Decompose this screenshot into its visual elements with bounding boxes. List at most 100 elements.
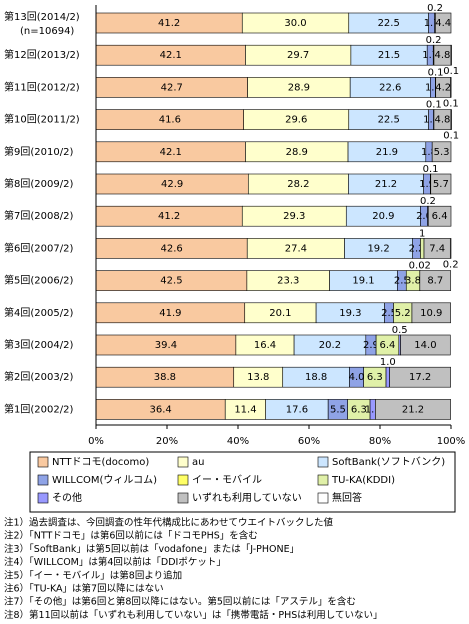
value-label: 4.0 <box>349 372 365 383</box>
value-label: 18.8 <box>305 372 327 383</box>
category-label: 第8回(2009/2) <box>4 177 73 190</box>
value-label: 0.2 <box>420 196 436 207</box>
legend-swatch <box>37 492 49 504</box>
legend-swatch <box>317 456 329 468</box>
value-label: 0.1 <box>426 100 442 111</box>
value-label: 10.9 <box>420 308 442 319</box>
bar-segment <box>400 334 451 356</box>
value-label: 1.0 <box>380 357 396 368</box>
value-label: 29.7 <box>287 50 309 61</box>
value-label: 5.2 <box>395 308 411 319</box>
bar-segment <box>420 238 425 259</box>
value-label: 0.2 <box>443 259 459 270</box>
value-label: 6.4 <box>380 340 396 351</box>
value-label: 20.1 <box>269 308 291 319</box>
legend-label: TU-KA(KDDI) <box>331 475 395 486</box>
x-tick-label: 0% <box>88 436 104 447</box>
value-label: 13.8 <box>247 372 269 383</box>
value-label: 4.8 <box>435 50 451 61</box>
bar-segment <box>375 399 451 420</box>
legend-label: NTTドコモ(docomo) <box>52 457 149 468</box>
legend-label: SoftBank(ソフトバンク) <box>332 456 445 468</box>
legend-swatch <box>177 474 189 486</box>
value-label: 41.2 <box>158 18 180 29</box>
bar-segment <box>385 366 390 388</box>
legend-swatch <box>177 456 189 468</box>
value-label: 17.6 <box>286 404 308 415</box>
note: 注6）「TU-KA」は第7回以降にはない <box>4 583 164 595</box>
value-label: 22.5 <box>378 18 400 29</box>
value-label: 0.1 <box>443 66 459 77</box>
value-label: 11.4 <box>234 404 256 415</box>
value-label: 0.1 <box>443 131 459 142</box>
value-label: 28.9 <box>288 82 310 93</box>
category-label: 第9回(2010/2) <box>4 145 73 158</box>
x-tick-label: 20% <box>156 436 178 447</box>
value-label: 20.2 <box>319 340 341 351</box>
category-label: 第6回(2007/2) <box>4 241 73 254</box>
value-label: 1.7 <box>424 18 440 29</box>
bar-segment <box>411 302 451 324</box>
value-label: 1.5 <box>365 404 381 415</box>
bar-segment <box>435 12 452 34</box>
value-label: 21.9 <box>376 147 398 158</box>
value-label: 5.7 <box>433 179 449 190</box>
legend-label: WILLCOM(ウィルコム) <box>52 474 157 486</box>
value-label: 4.4 <box>435 18 451 29</box>
value-label: 2.2 <box>409 243 425 254</box>
value-label: 1.9 <box>419 179 435 190</box>
bar-segment <box>427 205 452 227</box>
value-label: 17.2 <box>409 372 431 383</box>
bar-segment <box>389 366 451 388</box>
bar-segment <box>450 109 452 130</box>
value-label: 0.2 <box>427 3 443 14</box>
note: 注4）「WILLCOM」は第4回以前は「DDIポケット」 <box>4 556 226 568</box>
value-label: 21.2 <box>402 404 424 415</box>
value-label: 29.3 <box>283 211 305 222</box>
value-label: 36.4 <box>149 404 171 415</box>
value-label: 2.9 <box>363 340 379 351</box>
value-label: 1.8 <box>421 147 437 158</box>
value-label: 16.4 <box>254 340 276 351</box>
sample-note: (n=10694) <box>20 26 74 37</box>
x-tick-label: 60% <box>298 436 320 447</box>
category-label: 第5回(2006/2) <box>4 274 73 287</box>
value-label: 1.4 <box>423 115 439 126</box>
value-label: 0.5 <box>392 325 408 336</box>
value-label: 41.9 <box>159 308 181 319</box>
category-label: 第7回(2008/2) <box>4 209 73 222</box>
value-label: 8.7 <box>427 276 443 287</box>
note: 注2）「NTTドコモ」は第6回以前には「ドコモPHS」を含む <box>4 530 258 542</box>
value-label: 4.2 <box>435 82 451 93</box>
legend-swatch <box>317 474 329 486</box>
value-label: 5.5 <box>330 404 346 415</box>
value-label: 6.3 <box>367 372 383 383</box>
legend-swatch <box>317 492 329 504</box>
note: 注5）「イー・モバイル」は第8回より追加 <box>4 569 182 581</box>
value-label: 4.8 <box>435 115 451 126</box>
category-label: 第11回(2012/2) <box>4 80 80 93</box>
bar-segment <box>449 238 452 259</box>
value-label: 42.7 <box>161 82 183 93</box>
bar-segment <box>450 44 452 66</box>
category-label: 第12回(2013/2) <box>4 48 80 61</box>
note: 注7）「その他」は第6回と第8回以降にはない。第5回以前には「アステル」を含む <box>4 596 356 608</box>
legend-label: 無回答 <box>332 491 362 504</box>
value-label: 29.6 <box>285 115 307 126</box>
value-label: 30.0 <box>284 18 306 29</box>
x-tick-label: 80% <box>369 436 391 447</box>
bar-segment <box>419 270 452 291</box>
value-label: 21.5 <box>378 50 400 61</box>
x-tick-label: 40% <box>227 436 249 447</box>
value-label: 2.5 <box>394 276 410 287</box>
category-label: 第10回(2011/2) <box>4 113 80 126</box>
value-label: 19.1 <box>352 276 374 287</box>
value-label: 38.8 <box>154 372 176 383</box>
legend-label: イー・モバイル <box>192 474 262 486</box>
bar-segment <box>450 77 452 98</box>
value-label: 19.3 <box>339 308 361 319</box>
value-label: 42.1 <box>160 50 182 61</box>
value-label: 1 <box>419 228 425 239</box>
value-label: 42.1 <box>160 147 182 158</box>
